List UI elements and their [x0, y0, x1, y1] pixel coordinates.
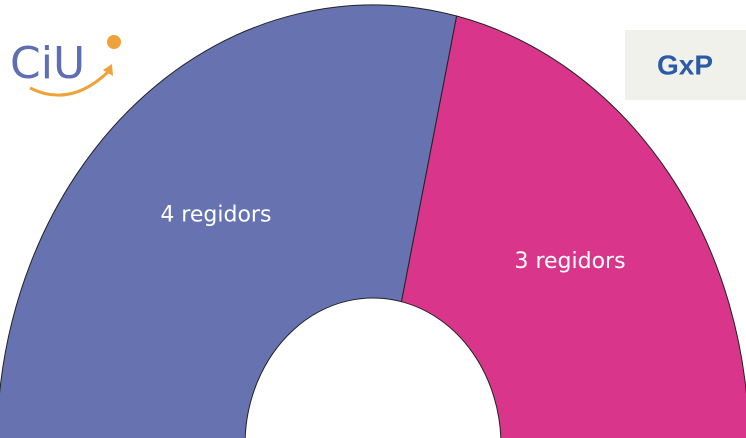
category-label: GxP — [657, 49, 713, 80]
logo-left: CiU — [10, 35, 121, 97]
logo-dot — [107, 35, 121, 49]
value-label: 3 regidors — [514, 249, 625, 274]
slices: 4 regidors 3 regidors — [0, 4, 746, 438]
value-label: 4 regidors — [160, 203, 271, 228]
logo-right: GxP — [625, 30, 746, 100]
logo-arrow — [103, 64, 113, 76]
category-label: CiU — [10, 38, 85, 89]
logo-arc — [29, 70, 110, 97]
slice — [400, 15, 746, 438]
logo-box — [625, 30, 746, 100]
slice — [0, 4, 458, 438]
